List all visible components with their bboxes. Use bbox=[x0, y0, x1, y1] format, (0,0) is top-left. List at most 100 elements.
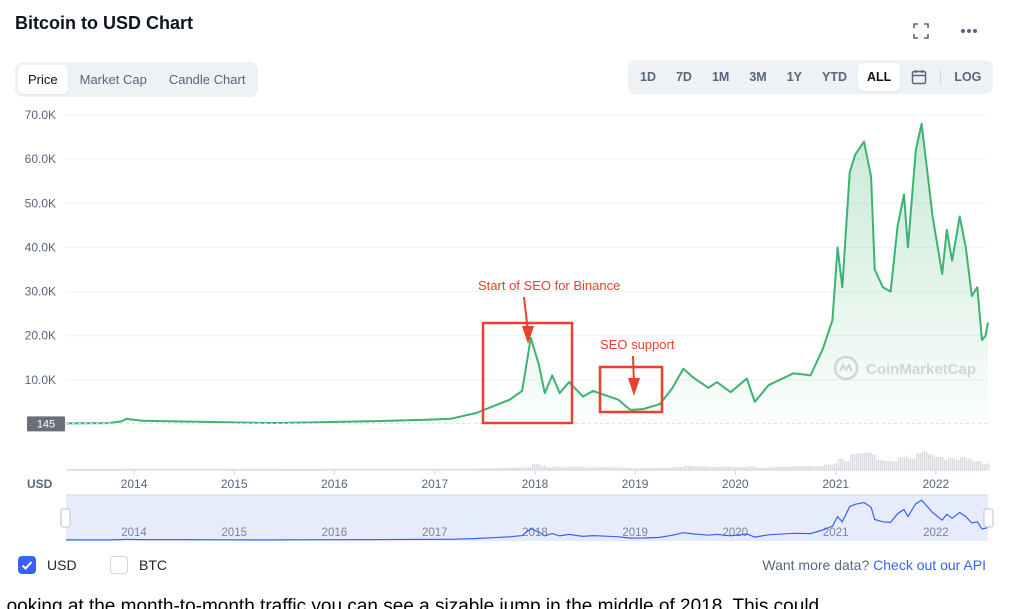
volume-bar bbox=[202, 468, 204, 470]
volume-bar bbox=[126, 468, 128, 470]
x-tick-label: 2020 bbox=[722, 477, 749, 491]
annotations: Start of SEO for Binance SEO support bbox=[478, 278, 675, 425]
navigator[interactable]: 2014 2015 2016 2017 2018 2019 2020 2021 2022 bbox=[60, 494, 994, 541]
api-link[interactable]: Check out our API bbox=[873, 557, 986, 573]
volume-bar bbox=[576, 466, 578, 470]
tab-market-cap[interactable]: Market Cap bbox=[79, 72, 147, 87]
volume-bar bbox=[782, 466, 784, 470]
volume-bar bbox=[844, 461, 846, 470]
navigator-tick-label: 2020 bbox=[722, 527, 748, 539]
volume-bar bbox=[142, 468, 144, 470]
volume-bar bbox=[218, 468, 220, 470]
y-axis: 10.0K 20.0K 30.0K 40.0K 50.0K 60.0K 70.0K bbox=[25, 108, 56, 387]
volume-bar bbox=[850, 454, 852, 470]
volume-bar bbox=[968, 458, 970, 470]
volume-bar bbox=[306, 468, 308, 470]
volume-bar bbox=[638, 468, 640, 470]
volume-bar bbox=[686, 465, 688, 470]
range-1y-button[interactable]: 1Y bbox=[786, 70, 803, 84]
chart-gridlines bbox=[66, 114, 988, 381]
volume-bar bbox=[94, 468, 96, 470]
range-3m-button[interactable]: 3M bbox=[749, 70, 767, 84]
volume-bar bbox=[620, 467, 622, 470]
volume-bar bbox=[118, 468, 120, 470]
volume-bar bbox=[924, 451, 926, 470]
volume-bar bbox=[740, 467, 742, 470]
navigator-tick-label: 2015 bbox=[221, 527, 247, 539]
tab-price[interactable]: Price bbox=[18, 65, 68, 94]
volume-bar bbox=[838, 458, 840, 470]
volume-bar bbox=[80, 468, 82, 470]
volume-bar bbox=[496, 467, 498, 470]
volume-bar bbox=[268, 468, 270, 470]
more-dots-icon[interactable] bbox=[958, 20, 980, 42]
volume-bar bbox=[134, 468, 136, 470]
volume-bar bbox=[652, 468, 654, 470]
volume-bar bbox=[208, 468, 210, 470]
volume-bar bbox=[200, 468, 202, 470]
volume-bar bbox=[132, 468, 134, 470]
volume-bar bbox=[674, 466, 676, 470]
volume-bar bbox=[960, 456, 962, 470]
range-1m-button[interactable]: 1M bbox=[711, 70, 730, 84]
tab-candle-chart[interactable]: Candle Chart bbox=[168, 72, 246, 87]
volume-bar bbox=[692, 465, 694, 470]
volume-bar bbox=[556, 466, 558, 470]
volume-bar bbox=[864, 452, 866, 470]
volume-bar bbox=[162, 468, 164, 470]
volume-bar bbox=[358, 468, 360, 470]
volume-bar bbox=[908, 458, 910, 470]
usd-checkbox[interactable] bbox=[18, 556, 36, 574]
volume-bar bbox=[486, 468, 488, 470]
volume-bar bbox=[536, 463, 538, 470]
range-all-button[interactable]: ALL bbox=[858, 63, 901, 91]
volume-bar bbox=[548, 467, 550, 470]
y-tick-label: 20.0K bbox=[25, 329, 56, 343]
navigator-window[interactable] bbox=[66, 495, 988, 541]
volume-bar bbox=[464, 468, 466, 470]
range-7d-button[interactable]: 7D bbox=[675, 70, 692, 84]
watermark-text: CoinMarketCap bbox=[866, 361, 976, 378]
volume-bar bbox=[482, 468, 484, 470]
volume-bar bbox=[238, 468, 240, 470]
volume-bar bbox=[946, 460, 948, 470]
volume-bar bbox=[856, 453, 858, 470]
volume-bar bbox=[952, 457, 954, 470]
volume-bar bbox=[862, 453, 864, 470]
volume-bar bbox=[630, 467, 632, 470]
volume-bar bbox=[562, 467, 564, 470]
navigator-handle-left[interactable] bbox=[60, 508, 71, 528]
fullscreen-icon[interactable] bbox=[910, 20, 932, 42]
volume-bar bbox=[518, 467, 520, 470]
volume-bar bbox=[514, 467, 516, 470]
volume-bar bbox=[120, 468, 122, 470]
calendar-icon[interactable] bbox=[902, 63, 936, 91]
volume-bar bbox=[912, 458, 914, 470]
volume-bar bbox=[86, 468, 88, 470]
volume-bar bbox=[986, 463, 988, 470]
volume-bar bbox=[988, 463, 990, 470]
volume-bar bbox=[814, 466, 816, 470]
volume-bar bbox=[84, 468, 86, 470]
volume-bar bbox=[846, 461, 848, 470]
navigator-handle-right[interactable] bbox=[983, 508, 994, 528]
volume-bar bbox=[448, 468, 450, 470]
volume-bar bbox=[832, 464, 834, 470]
range-ytd-button[interactable]: YTD bbox=[822, 70, 848, 84]
range-1d-button[interactable]: 1D bbox=[640, 70, 656, 84]
volume-bar bbox=[660, 467, 662, 470]
log-scale-button[interactable]: LOG bbox=[954, 70, 982, 84]
volume-bar bbox=[798, 466, 800, 470]
volume-bar bbox=[294, 468, 296, 470]
volume-bar bbox=[942, 456, 944, 470]
volume-bar bbox=[280, 468, 282, 470]
volume-bar bbox=[732, 467, 734, 470]
volume-bar bbox=[566, 467, 568, 470]
volume-bar bbox=[852, 454, 854, 470]
volume-bar bbox=[114, 468, 116, 470]
btc-checkbox[interactable] bbox=[110, 556, 128, 574]
volume-bar bbox=[408, 468, 410, 470]
volume-bar bbox=[458, 468, 460, 470]
volume-bar bbox=[784, 466, 786, 470]
volume-bar bbox=[568, 467, 570, 470]
